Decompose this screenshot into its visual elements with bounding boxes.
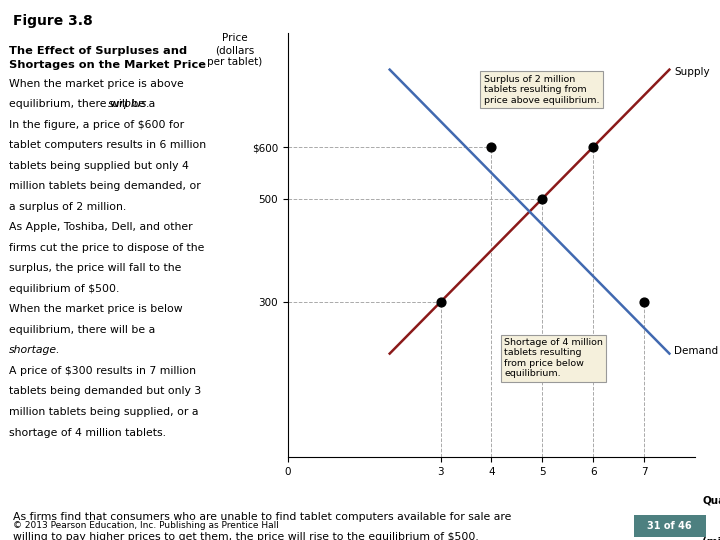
Text: Figure 3.8: Figure 3.8 [13, 15, 93, 29]
Text: willing to pay higher prices to get them, the price will rise to the equilibrium: willing to pay higher prices to get them… [13, 532, 479, 540]
Text: equilibrium of $500.: equilibrium of $500. [9, 284, 119, 294]
Text: a surplus of 2 million.: a surplus of 2 million. [9, 202, 126, 212]
Text: million tablets being demanded, or: million tablets being demanded, or [9, 181, 200, 191]
Text: shortage.: shortage. [9, 346, 60, 355]
Text: firms cut the price to dispose of the: firms cut the price to dispose of the [9, 243, 204, 253]
Text: (millions of
tablets per month): (millions of tablets per month) [703, 537, 720, 540]
Point [485, 143, 497, 151]
Text: Quantity: Quantity [703, 496, 720, 505]
Text: tablet computers results in 6 million: tablet computers results in 6 million [9, 140, 206, 150]
Text: Supply: Supply [675, 67, 710, 77]
Text: A price of $300 results in 7 million: A price of $300 results in 7 million [9, 366, 196, 376]
Text: million tablets being supplied, or a: million tablets being supplied, or a [9, 407, 198, 417]
Text: equilibrium, there will be a: equilibrium, there will be a [9, 99, 158, 109]
Text: tablets being demanded but only 3: tablets being demanded but only 3 [9, 387, 201, 396]
Text: Shortage of 4 million
tablets resulting
from price below
equilibrium.: Shortage of 4 million tablets resulting … [504, 338, 603, 379]
Text: © 2013 Pearson Education, Inc. Publishing as Prentice Hall: © 2013 Pearson Education, Inc. Publishin… [13, 522, 279, 530]
Text: surplus.: surplus. [107, 99, 150, 109]
Text: The Effect of Surpluses and: The Effect of Surpluses and [9, 46, 186, 56]
Text: When the market price is above: When the market price is above [9, 78, 184, 89]
Text: Price
(dollars
per tablet): Price (dollars per tablet) [207, 33, 262, 66]
Text: tablets being supplied but only 4: tablets being supplied but only 4 [9, 161, 189, 171]
Text: In the figure, a price of $600 for: In the figure, a price of $600 for [9, 119, 184, 130]
Point [638, 298, 649, 306]
Text: shortage of 4 million tablets.: shortage of 4 million tablets. [9, 428, 166, 437]
Text: As firms find that consumers who are unable to find tablet computers available f: As firms find that consumers who are una… [13, 512, 511, 522]
Text: equilibrium, there will be a: equilibrium, there will be a [9, 325, 155, 335]
Text: As Apple, Toshiba, Dell, and other: As Apple, Toshiba, Dell, and other [9, 222, 192, 232]
Point [536, 194, 548, 203]
Text: Shortages on the Market Price: Shortages on the Market Price [9, 60, 205, 70]
Point [435, 298, 446, 306]
Text: Surplus of 2 million
tablets resulting from
price above equilibrium.: Surplus of 2 million tablets resulting f… [484, 75, 599, 105]
Text: When the market price is below: When the market price is below [9, 305, 182, 314]
Point [588, 143, 599, 151]
FancyBboxPatch shape [634, 515, 706, 537]
Text: surplus, the price will fall to the: surplus, the price will fall to the [9, 264, 181, 273]
Text: Demand: Demand [675, 346, 719, 356]
Text: 31 of 46: 31 of 46 [647, 521, 692, 531]
